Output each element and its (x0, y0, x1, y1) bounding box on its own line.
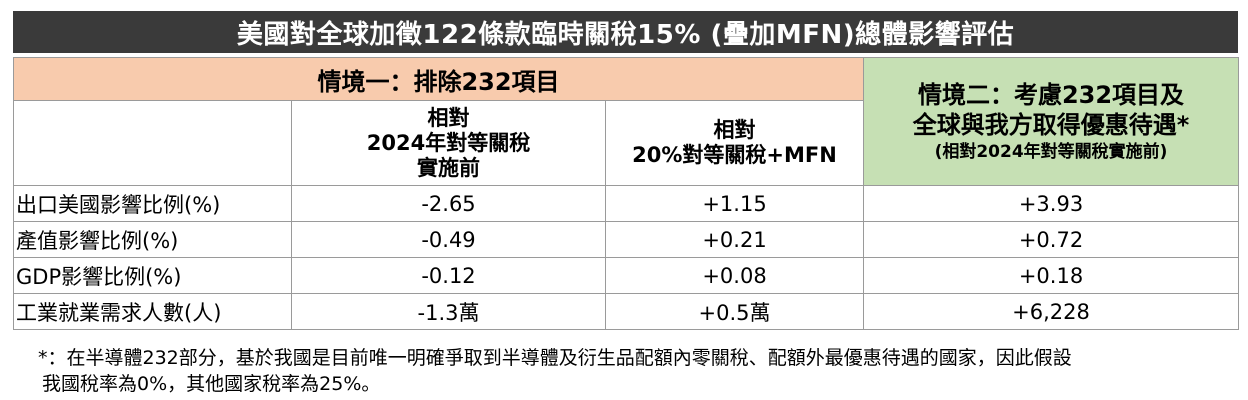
scenario1-col1-header: 相對 2024年對等關稅 實施前 (291, 100, 606, 186)
value-cell: +1.15 (604, 185, 865, 222)
col2-line2: 20%對等關稅+MFN (632, 143, 837, 167)
value-cell: +0.08 (604, 257, 865, 294)
col1-line3: 實施前 (417, 155, 480, 180)
blank-header-cell (13, 100, 292, 186)
value-cell: +6,228 (863, 293, 1240, 330)
col2-line1: 相對 (713, 118, 756, 142)
scenario1-col2-header: 相對 20%對等關稅+MFN (604, 100, 865, 186)
scenario2-line2: 全球與我方取得優惠待遇* (912, 110, 1190, 139)
value-cell: -1.3萬 (291, 293, 606, 330)
value-cell: -0.12 (291, 257, 606, 294)
row-label: GDP影響比例(%) (13, 257, 292, 294)
table-row: GDP影響比例(%) -0.12 +0.08 +0.18 (13, 257, 1240, 294)
value-cell: +0.21 (604, 221, 865, 258)
row-label: 產值影響比例(%) (13, 221, 292, 258)
footnote-line2: 我國稅率為0%，其他國家稅率為25%。 (42, 373, 381, 395)
table-title: 美國對全球加徵122條款臨時關稅15% (疊加MFN)總體影響評估 (13, 11, 1238, 53)
value-cell: +0.5萬 (604, 293, 865, 330)
table-row: 工業就業需求人數(人) -1.3萬 +0.5萬 +6,228 (13, 293, 1240, 330)
value-cell: +0.18 (863, 257, 1240, 294)
scenario1-header: 情境一：排除232項目 (12, 57, 865, 101)
footnote: *：在半導體232部分，基於我國是目前唯一明確爭取到半導體及衍生品配額內零關稅、… (38, 345, 1238, 397)
footnote-line1: *：在半導體232部分，基於我國是目前唯一明確爭取到半導體及衍生品配額內零關稅、… (38, 347, 1072, 369)
row-label: 出口美國影響比例(%) (13, 185, 292, 222)
scenario2-line1: 情境二：考慮232項目及 (917, 80, 1185, 109)
scenario2-header: 情境二：考慮232項目及 全球與我方取得優惠待遇* (相對2024年對等關稅實施… (863, 57, 1240, 186)
value-cell: +0.72 (863, 221, 1240, 258)
row-label: 工業就業需求人數(人) (13, 293, 292, 330)
value-cell: -0.49 (291, 221, 606, 258)
impact-table: 情境一：排除232項目 情境二：考慮232項目及 全球與我方取得優惠待遇* (相… (12, 57, 1240, 330)
table-row: 產值影響比例(%) -0.49 +0.21 +0.72 (13, 221, 1240, 258)
col1-line2: 2024年對等關稅 (366, 130, 531, 155)
col1-line1: 相對 (427, 105, 470, 130)
table-row: 出口美國影響比例(%) -2.65 +1.15 +3.93 (13, 185, 1240, 222)
value-cell: -2.65 (291, 185, 606, 222)
value-cell: +3.93 (863, 185, 1240, 222)
scenario2-line3: (相對2024年對等關稅實施前) (934, 141, 1168, 162)
